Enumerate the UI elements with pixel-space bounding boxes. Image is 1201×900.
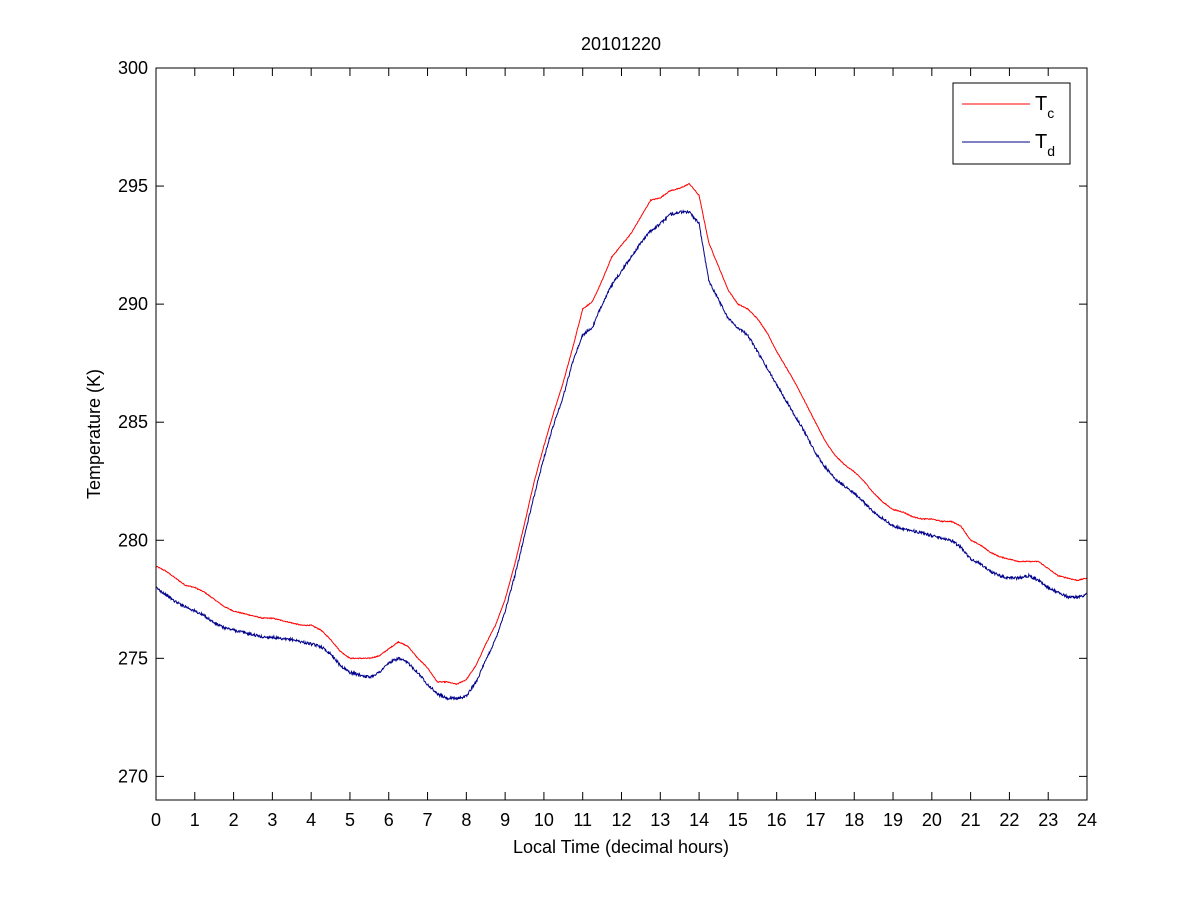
plot-area — [156, 68, 1087, 800]
y-tick-label: 275 — [118, 648, 148, 668]
y-tick-label: 270 — [118, 766, 148, 786]
x-tick-label: 6 — [384, 810, 394, 830]
x-tick-label: 7 — [423, 810, 433, 830]
chart-title: 20101220 — [581, 34, 661, 54]
legend-label-tc: Tc — [1035, 93, 1054, 121]
legend-label-td-sub: d — [1047, 143, 1055, 159]
y-tick-label: 300 — [118, 58, 148, 78]
legend-label-td: Td — [1035, 131, 1055, 159]
x-tick-label: 16 — [767, 810, 787, 830]
x-tick-label: 5 — [345, 810, 355, 830]
x-tick-label: 3 — [267, 810, 277, 830]
series-line-Tc — [155, 183, 1088, 686]
legend-label-tc-sub: c — [1047, 105, 1054, 121]
series-layer — [155, 183, 1088, 701]
x-tick-label: 20 — [922, 810, 942, 830]
x-tick-label: 14 — [689, 810, 709, 830]
y-axis: 270 275 280 285 290 295 300 — [118, 58, 1087, 786]
y-tick-label: 280 — [118, 530, 148, 550]
x-tick-label: 1 — [190, 810, 200, 830]
x-tick-label: 17 — [805, 810, 825, 830]
x-tick-label: 12 — [611, 810, 631, 830]
x-tick-label: 15 — [728, 810, 748, 830]
x-tick-label: 22 — [999, 810, 1019, 830]
y-tick-label: 295 — [118, 176, 148, 196]
x-tick-label: 4 — [306, 810, 316, 830]
series-line-Td — [155, 209, 1088, 701]
y-tick-label: 285 — [118, 412, 148, 432]
x-tick-label: 0 — [151, 810, 161, 830]
legend: Tc Td — [952, 82, 1071, 165]
y-axis-label: Temperature (K) — [84, 369, 104, 499]
x-tick-label: 9 — [500, 810, 510, 830]
x-axis: 0 1 2 3 4 5 6 7 8 9 10 11 12 13 14 15 16 17 18 19 20 21 22 23 24 — [151, 68, 1097, 830]
x-tick-label: 11 — [573, 810, 592, 830]
x-tick-label: 13 — [650, 810, 670, 830]
y-tick-label: 290 — [118, 294, 148, 314]
x-tick-label: 19 — [883, 810, 903, 830]
x-tick-label: 21 — [961, 810, 981, 830]
legend-box — [952, 82, 1071, 165]
x-tick-label: 24 — [1077, 810, 1097, 830]
x-axis-label: Local Time (decimal hours) — [513, 837, 729, 857]
legend-label-td-main: T — [1035, 131, 1047, 153]
x-tick-label: 10 — [534, 810, 554, 830]
x-tick-label: 8 — [461, 810, 471, 830]
x-tick-label: 18 — [844, 810, 864, 830]
x-tick-label: 23 — [1038, 810, 1058, 830]
x-tick-label: 2 — [229, 810, 239, 830]
legend-label-tc-main: T — [1035, 93, 1047, 115]
